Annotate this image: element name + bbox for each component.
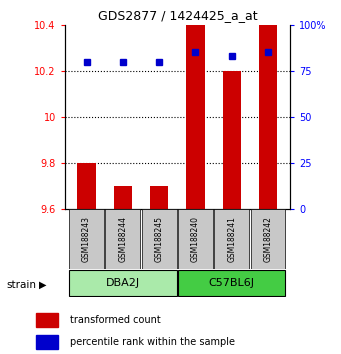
Bar: [178, 270, 285, 296]
Text: ▶: ▶: [39, 280, 47, 290]
Bar: [187, 25, 205, 209]
Text: DBA2J: DBA2J: [106, 278, 140, 288]
Bar: [77, 163, 95, 209]
Bar: [223, 71, 241, 209]
Bar: [259, 25, 277, 209]
Bar: [36, 335, 58, 349]
Text: GSM188245: GSM188245: [155, 216, 164, 262]
Bar: [251, 209, 285, 269]
Bar: [36, 313, 58, 327]
Text: GSM188240: GSM188240: [191, 216, 200, 262]
Text: GSM188243: GSM188243: [82, 216, 91, 262]
Text: C57BL6J: C57BL6J: [209, 278, 255, 288]
Bar: [105, 209, 140, 269]
Bar: [69, 270, 177, 296]
Bar: [150, 186, 168, 209]
Text: GSM188242: GSM188242: [264, 216, 272, 262]
Text: GSM188244: GSM188244: [118, 216, 128, 262]
Title: GDS2877 / 1424425_a_at: GDS2877 / 1424425_a_at: [98, 9, 257, 22]
Text: GSM188241: GSM188241: [227, 216, 236, 262]
Bar: [178, 209, 213, 269]
Bar: [214, 209, 249, 269]
Text: transformed count: transformed count: [70, 315, 161, 325]
Bar: [114, 186, 132, 209]
Text: percentile rank within the sample: percentile rank within the sample: [70, 337, 235, 347]
Bar: [142, 209, 177, 269]
Bar: [69, 209, 104, 269]
Text: strain: strain: [7, 280, 37, 290]
